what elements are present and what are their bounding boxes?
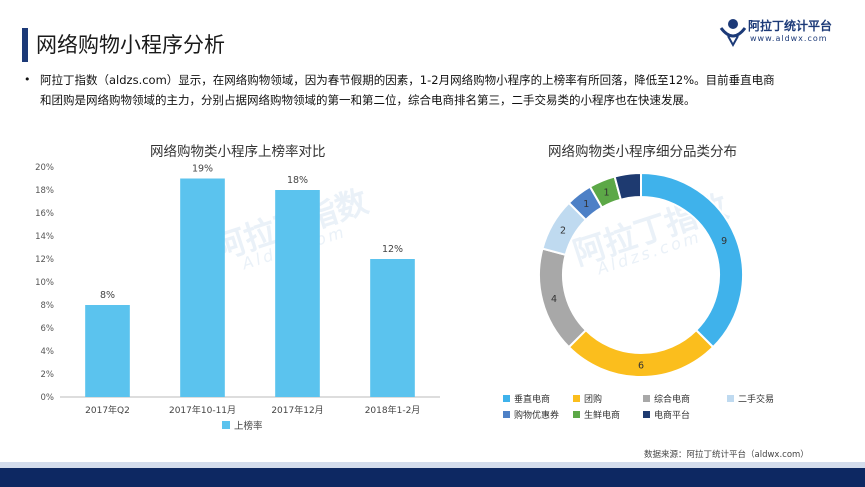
slice-value-label: 6 <box>638 361 644 372</box>
bar <box>180 178 225 397</box>
title-accent-bar <box>22 28 28 62</box>
slice-value-label: 2 <box>560 226 566 237</box>
slice-value-label: 9 <box>721 236 727 247</box>
source-note: 数据来源：阿拉丁统计平台（aldwx.com） <box>644 450 809 460</box>
y-tick-label: 2% <box>41 370 55 380</box>
legend-swatch <box>573 395 580 402</box>
legend-swatch <box>643 411 650 418</box>
legend-swatch <box>222 421 230 429</box>
y-tick-label: 12% <box>35 255 54 265</box>
x-tick-label: 2017年10-11月 <box>169 404 236 416</box>
legend-swatch <box>503 411 510 418</box>
slice-value-label: 1 <box>583 199 589 210</box>
footer-band <box>0 468 865 487</box>
donut-slice <box>613 171 642 201</box>
logo-mark-icon <box>719 19 747 48</box>
slice-value-label: 4 <box>551 294 557 305</box>
bar-value-label: 19% <box>192 164 213 175</box>
legend-label: 垂直电商 <box>514 393 550 405</box>
donut-chart-title: 网络购物类小程序细分品类分布 <box>548 144 737 160</box>
y-tick-label: 4% <box>41 347 55 357</box>
bullet-marker: • <box>24 73 31 86</box>
x-tick-label: 2017年12月 <box>271 404 323 416</box>
bar-chart: 0% 2% 4% 6% 8% 10% 12% 14% 16% 18% 20% 8% 2017年Q2 19%… <box>35 163 440 432</box>
bar-value-label: 18% <box>287 175 308 186</box>
logo-url: www.aldwx.com <box>750 34 828 43</box>
legend-swatch <box>643 395 650 402</box>
bar <box>275 190 320 397</box>
bar-chart-title: 网络购物类小程序上榜率对比 <box>150 144 326 160</box>
y-tick-label: 6% <box>41 324 55 334</box>
intro-text: 阿拉丁指数（aldzs.com）显示，在网络购物领域，因为春节假期的因素，1-2… <box>40 73 775 107</box>
footer-gradient <box>0 462 865 468</box>
x-tick-label: 2018年1-2月 <box>365 404 421 416</box>
legend-label: 生鲜电商 <box>584 409 620 421</box>
y-tick-label: 14% <box>35 232 54 242</box>
logo-name: 阿拉丁统计平台 <box>748 19 833 33</box>
legend-label: 电商平台 <box>654 409 690 421</box>
legend-label: 团购 <box>584 393 602 405</box>
y-tick-label: 10% <box>35 278 54 288</box>
legend-label: 综合电商 <box>654 393 690 405</box>
bar-value-label: 8% <box>100 290 115 301</box>
page-title: 网络购物小程序分析 <box>36 33 225 57</box>
y-tick-label: 16% <box>35 209 54 219</box>
legend-swatch <box>573 411 580 418</box>
y-tick-label: 20% <box>35 163 54 173</box>
legend-label: 上榜率 <box>234 420 263 432</box>
y-tick-label: 0% <box>41 393 55 403</box>
bar-value-label: 12% <box>382 244 403 255</box>
legend-swatch <box>727 395 734 402</box>
slice-value-label: 1 <box>604 187 610 198</box>
brand-logo: 阿拉丁统计平台 www.aldwx.com <box>718 14 846 54</box>
y-tick-label: 18% <box>35 186 54 196</box>
legend-label: 二手交易 <box>738 393 774 405</box>
intro-paragraph: • 阿拉丁指数（aldzs.com）显示，在网络购物领域，因为春节假期的因素，1… <box>24 70 784 110</box>
bar <box>85 305 130 397</box>
legend-label: 购物优惠券 <box>514 409 559 421</box>
bar <box>370 259 415 397</box>
y-tick-label: 8% <box>41 301 55 311</box>
legend-swatch <box>503 395 510 402</box>
donut-slice <box>538 247 588 349</box>
donut-slice <box>640 171 744 349</box>
x-tick-label: 2017年Q2 <box>85 404 130 416</box>
